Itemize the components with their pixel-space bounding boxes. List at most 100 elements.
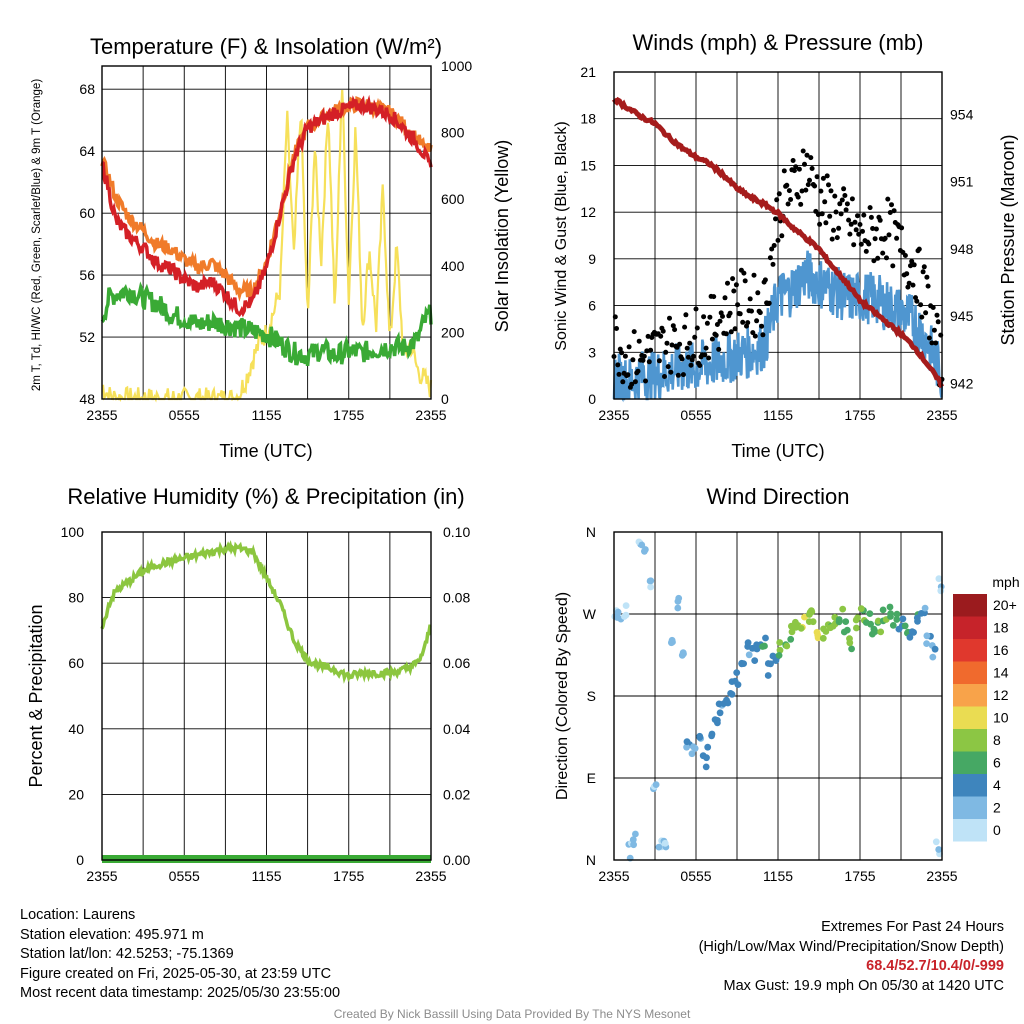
colorbar-label: 4 [993,777,1001,793]
colorbar-swatch [953,819,987,842]
direction-point [840,628,848,636]
temperature-panel: Temperature (F) & Insolation (W/m²) Time… [31,34,512,461]
humidity-line [100,540,432,684]
direction-point [775,652,783,659]
direction-xtick-label: 1155 [763,868,793,884]
gust-point [846,217,852,223]
direction-point [630,841,637,849]
created-text: Figure created on Fri, 2025-05-30, at 23… [20,965,332,982]
gust-point [926,335,932,341]
wind-ytick-label: 12 [580,204,596,220]
gust-point [757,310,763,316]
winds-xtick-label: 2355 [598,407,629,423]
direction-point [674,604,682,612]
winds-panel-title: Winds (mph) & Pressure (mb) [633,30,924,55]
gust-point [781,168,787,174]
gust-point [824,173,830,179]
direction-xtick-label: 1755 [844,868,875,884]
direction-point [783,642,791,650]
temperature-xtick-label: 2355 [86,407,117,423]
direction-point [857,605,865,612]
direction-point [908,628,916,635]
direction-point [809,618,817,626]
gust-point [672,327,678,333]
gust-point [733,282,739,288]
direction-point [820,625,827,633]
direction-point [835,616,843,623]
direction-ytick-label: N [586,852,596,868]
gust-point [615,362,621,368]
humidity-ytick-label: 80 [68,590,84,606]
gust-point [814,174,820,180]
gust-point [779,233,785,239]
gust-point [759,323,765,329]
gust-point [711,294,717,300]
extremes-title: Extremes For Past 24 Hours [821,919,1004,935]
direction-point [935,846,943,853]
gust-point [632,379,638,385]
gust-point [685,354,691,360]
direction-point [932,838,940,846]
colorbar-swatch [953,774,987,797]
colorbar-label: 0 [993,822,1001,838]
gust-point [745,320,751,326]
humidity-xtick-label: 1155 [251,868,281,884]
gust-point [643,378,648,384]
gust-point [829,236,835,242]
direction-point [792,623,800,631]
extremes-info: Extremes For Past 24 Hours (High/Low/Max… [699,918,1004,996]
gust-point [911,262,917,268]
direction-point [814,631,822,639]
winds-ylabel-left: Sonic Wind & Gust (Blue, Black) [553,121,570,350]
gust-point [919,314,925,320]
gust-point [823,220,829,226]
colorbar-swatch [953,684,987,707]
temperature-frame [101,65,432,400]
gust-point [786,188,792,194]
location-text: Location: Laurens [20,907,136,923]
gust-point [762,277,768,283]
gust-point [788,197,794,202]
direction-ytick-label: N [586,524,596,540]
gust-point [741,270,747,276]
direction-point [751,657,759,664]
direction-xtick-label: 0555 [680,868,711,884]
gust-point [828,188,834,194]
gust-point [727,310,733,316]
gust-point [701,314,707,320]
gust-point [931,327,937,333]
gust-point [870,226,876,231]
gust-point [822,199,828,205]
gust-point [836,225,842,231]
direction-point [848,645,855,653]
direction-point [842,618,850,625]
gust-point [614,326,619,331]
precip-ytick-label: 0.04 [443,721,470,737]
humidity-ytick-label: 100 [61,524,85,540]
gust-point [709,336,715,342]
gust-point [747,296,753,302]
direction-point [874,617,882,625]
direction-point [683,743,690,751]
gust-point [839,197,845,203]
direction-point [661,839,669,847]
insolation-ytick-label: 600 [441,191,465,207]
gust-point [731,288,737,294]
direction-point [923,632,931,640]
direction-xtick-label: 2355 [598,868,629,884]
direction-point [632,830,639,838]
temperature-ylabel-left: 2m T, Td, HI/WC (Red, Green, Scarlet/Blu… [31,79,43,391]
gust-point [843,207,849,213]
colorbar-swatch [953,751,987,774]
direction-point [708,730,716,738]
gust-point [805,182,811,188]
direction-point [862,619,870,626]
winds-panel: Winds (mph) & Pressure (mb) Time (UTC) S… [553,30,1018,461]
gust-point [635,368,641,374]
gust-point [916,246,922,252]
gust-point [860,228,865,234]
gust-point [826,182,831,188]
gust-point [640,357,646,363]
winds-xtick-label: 1755 [844,407,875,423]
gust-point [921,264,927,270]
